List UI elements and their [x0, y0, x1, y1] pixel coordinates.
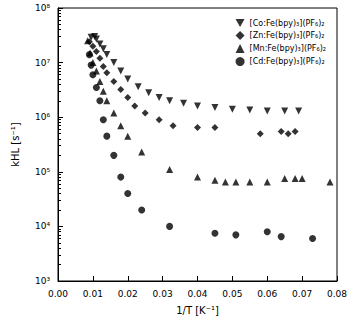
svg-text:[Co:Fe(bpy)₃](PF₆)₂: [Co:Fe(bpy)₃](PF₆)₂ — [250, 19, 325, 28]
svg-text:0.02: 0.02 — [118, 289, 138, 299]
svg-text:0.08: 0.08 — [327, 289, 347, 299]
svg-text:0.04: 0.04 — [187, 289, 207, 299]
svg-text:0.05: 0.05 — [222, 289, 242, 299]
svg-text:10⁶: 10⁶ — [35, 112, 50, 122]
svg-text:0.01: 0.01 — [83, 289, 103, 299]
svg-text:[Zn:Fe(bpy)₃](PF₆)₂: [Zn:Fe(bpy)₃](PF₆)₂ — [250, 31, 325, 40]
svg-text:[Cd:Fe(bpy)₃](PF₆)₂: [Cd:Fe(bpy)₃](PF₆)₂ — [250, 57, 325, 66]
svg-text:10³: 10³ — [35, 276, 50, 286]
svg-text:[Mn:Fe(bpy)₃](PF₆)₂: [Mn:Fe(bpy)₃](PF₆)₂ — [250, 44, 326, 53]
svg-text:1/T [K⁻¹]: 1/T [K⁻¹] — [176, 305, 219, 316]
svg-text:10⁴: 10⁴ — [35, 221, 50, 231]
svg-text:0.06: 0.06 — [257, 289, 277, 299]
svg-text:10⁸: 10⁸ — [35, 3, 50, 13]
svg-text:kHL [s⁻¹]: kHL [s⁻¹] — [10, 122, 21, 166]
svg-text:10⁵: 10⁵ — [35, 167, 50, 177]
svg-text:0.00: 0.00 — [48, 289, 68, 299]
svg-text:0.07: 0.07 — [292, 289, 312, 299]
svg-text:0.03: 0.03 — [153, 289, 173, 299]
svg-text:10⁷: 10⁷ — [35, 58, 50, 68]
